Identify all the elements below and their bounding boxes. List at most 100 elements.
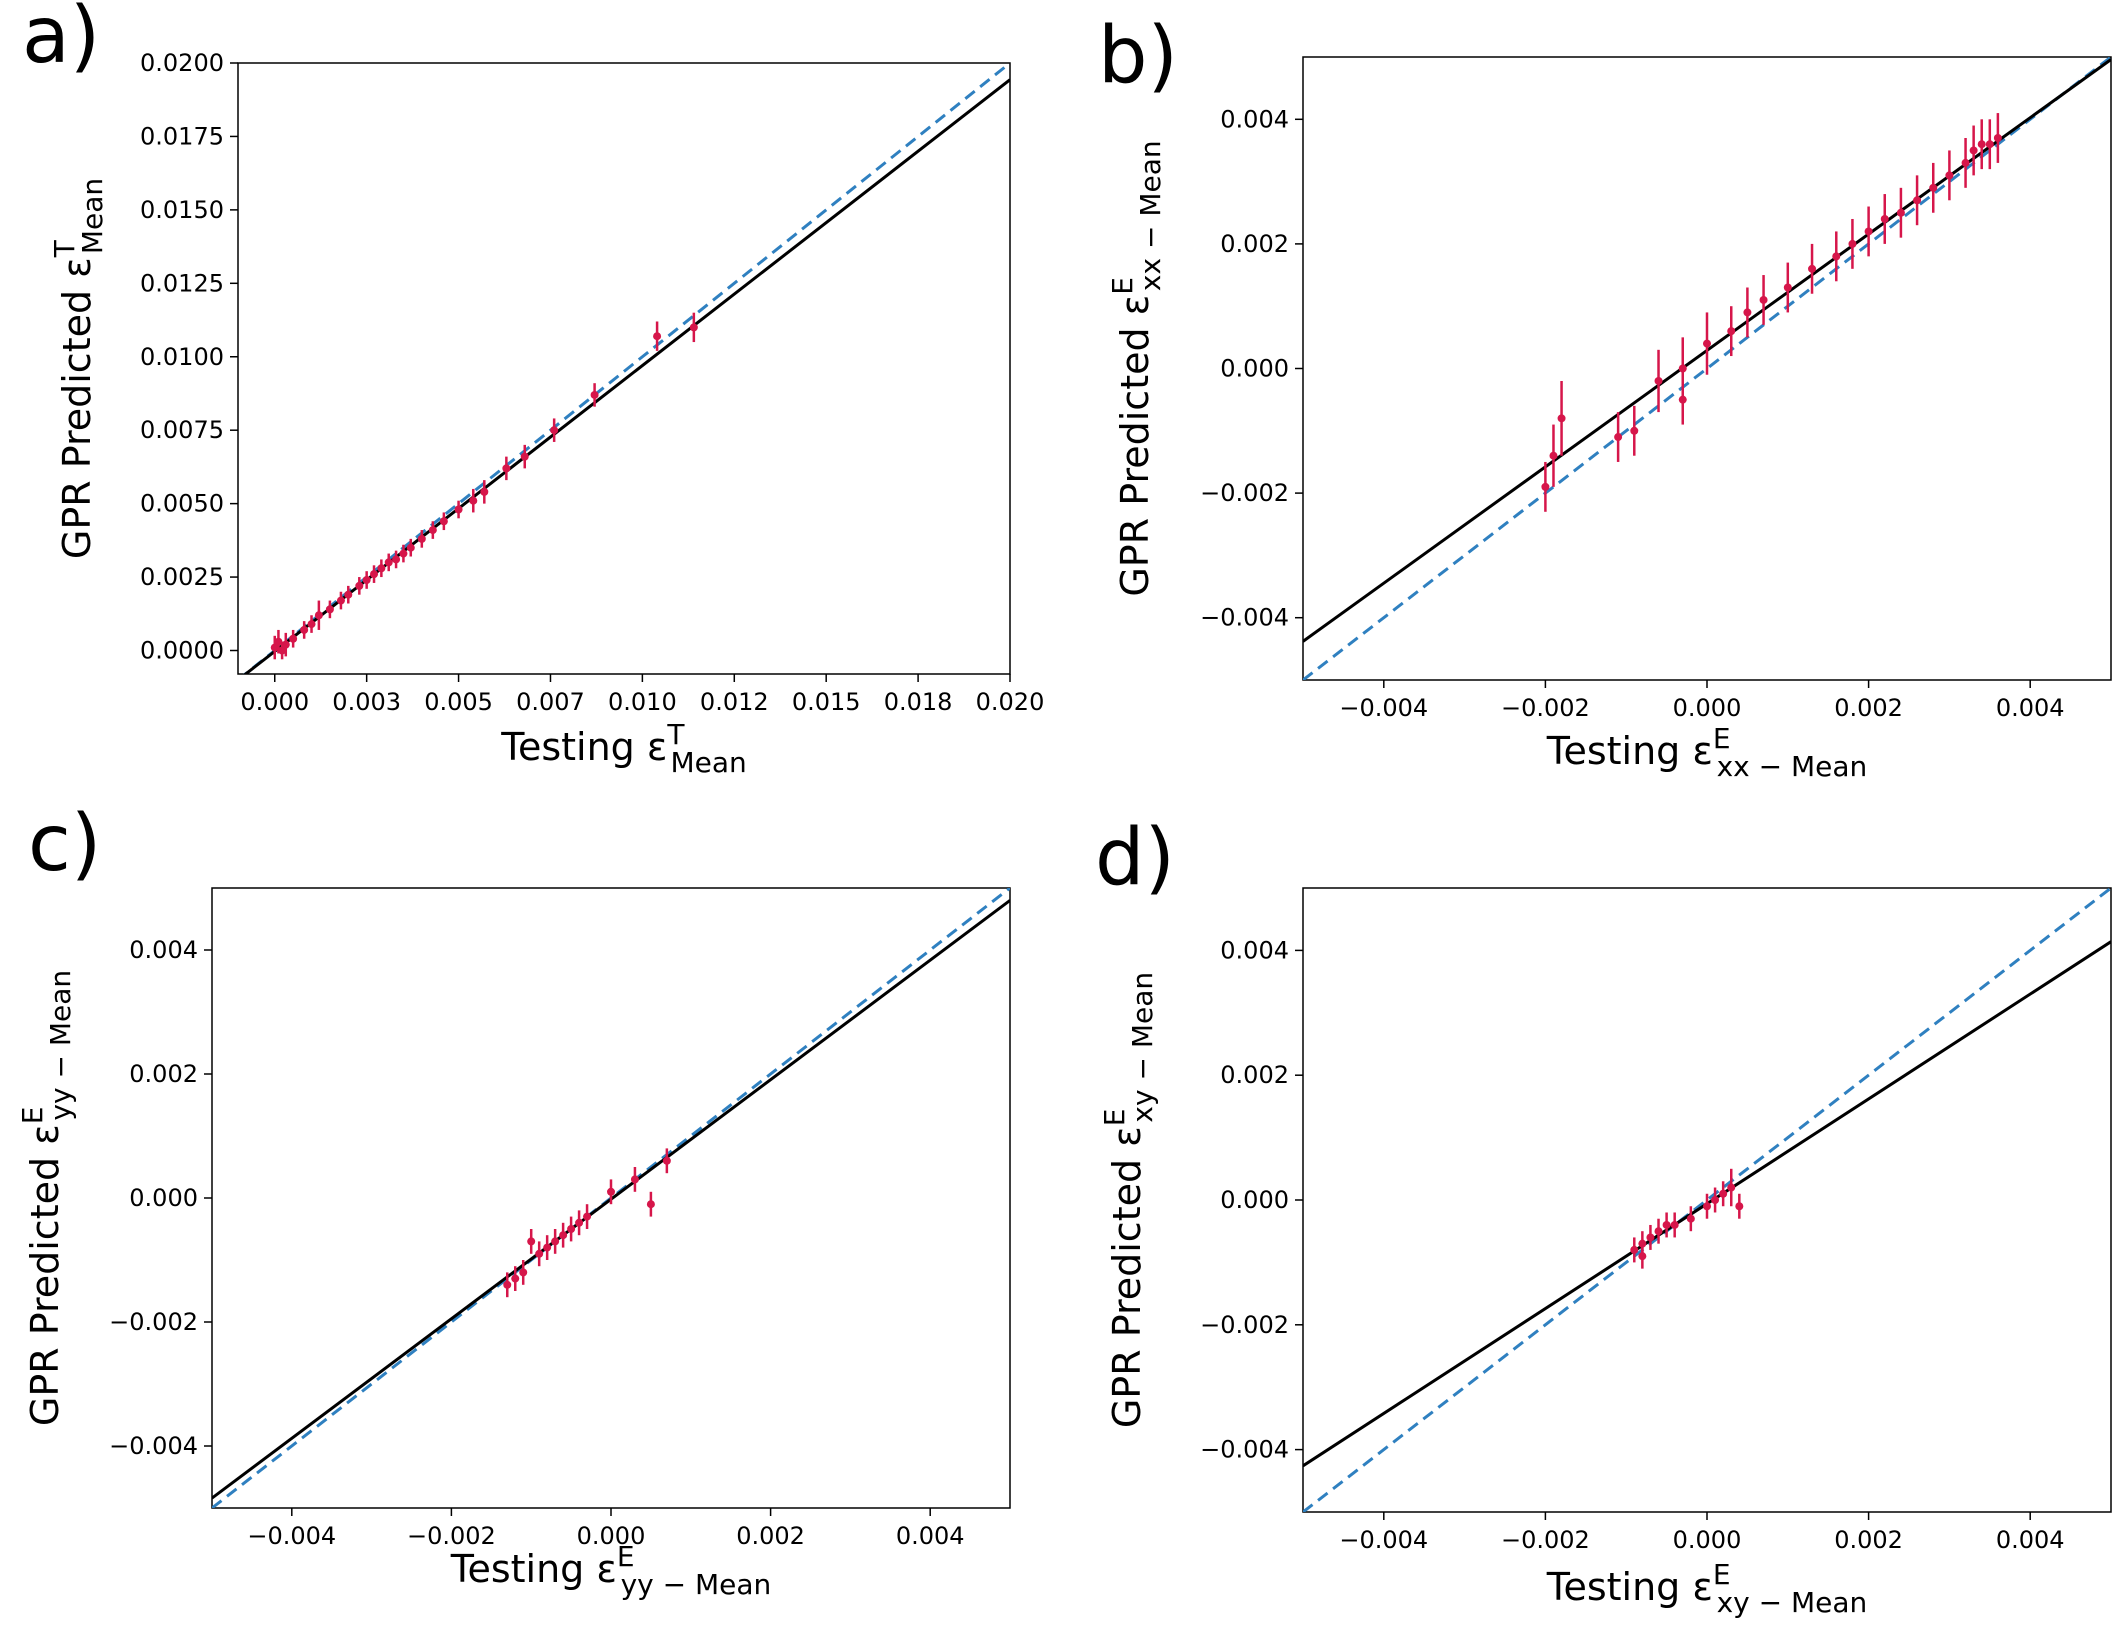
data-point	[384, 558, 393, 567]
data-point	[527, 1237, 536, 1246]
x-tick-label: 0.000	[1673, 1526, 1742, 1554]
data-point	[590, 390, 599, 399]
x-tick-label: 0.002	[1834, 1526, 1903, 1554]
data-point	[630, 1175, 639, 1184]
x-axis-label: Testing εT Mean	[500, 718, 747, 779]
y-axis-label-sup: E	[1098, 1109, 1131, 1127]
data-point	[454, 505, 463, 514]
y-tick-label: 0.0025	[140, 563, 224, 591]
x-tick-label: −0.002	[407, 1522, 496, 1550]
data-point	[1654, 1227, 1663, 1236]
data-point	[1985, 140, 1994, 149]
y-tick-label: 0.004	[1220, 936, 1289, 964]
y-tick-label: 0.0200	[140, 49, 224, 77]
data-point	[417, 534, 426, 543]
x-tick-label: 0.000	[240, 688, 309, 716]
data-point	[1848, 239, 1857, 248]
data-point	[1703, 339, 1711, 348]
y-axis-label-base: GPR Predicted ε	[23, 1124, 67, 1426]
data-point	[274, 637, 283, 646]
data-point	[1735, 1202, 1744, 1211]
y-tick-label: −0.002	[1200, 479, 1289, 507]
y-tick-label: 0.0150	[140, 196, 224, 224]
data-point	[1614, 433, 1623, 442]
data-point	[1977, 140, 1986, 149]
x-tick-label: 0.003	[332, 688, 401, 716]
y-tick-label: −0.004	[109, 1432, 198, 1460]
data-point	[662, 1156, 671, 1165]
data-point	[503, 1280, 512, 1289]
x-tick-label: −0.002	[1501, 1526, 1590, 1554]
y-tick-label: 0.0000	[140, 637, 224, 665]
data-point	[1880, 214, 1889, 223]
x-tick-label: −0.002	[1501, 694, 1590, 722]
data-point	[336, 596, 345, 605]
data-point	[1832, 252, 1841, 261]
x-axis-label-base: Testing ε	[500, 725, 667, 769]
y-axis-label: GPR Predicted εTMean	[48, 178, 109, 559]
y-axis-label-base: GPR Predicted ε	[1105, 1126, 1149, 1428]
data-point	[1670, 1220, 1679, 1229]
y-tick-label: 0.0050	[140, 490, 224, 518]
data-point	[362, 576, 371, 584]
data-point	[480, 487, 489, 496]
x-tick-label: 0.002	[1834, 694, 1903, 722]
data-point	[1557, 414, 1566, 423]
y-tick-label: −0.004	[1200, 1436, 1289, 1464]
data-point	[1913, 196, 1922, 205]
panel-4: −0.004 −0.002 0.000 0.002 0.004 −0.004 −0.002 0…	[1095, 813, 2112, 1619]
panel-2: −0.004 −0.002 0.000 0.002 0.004 −0.004 −0.002 0…	[1098, 11, 2112, 783]
data-point	[1678, 395, 1687, 404]
y-axis-label: GPR Predicted εEyy − Mean	[16, 970, 77, 1426]
x-axis-label: Testing εE yy − Mean	[450, 1540, 772, 1601]
data-point	[1646, 1233, 1655, 1242]
y-tick-label: −0.002	[109, 1308, 198, 1336]
x-axis-label-sub: xy − Mean	[1717, 1586, 1868, 1619]
y-axis-label-sub: yy − Mean	[44, 970, 77, 1121]
x-axis-label-base: Testing ε	[1546, 1565, 1713, 1609]
data-point	[1929, 183, 1938, 192]
x-axis-label: Testing εE xy − Mean	[1546, 1558, 1868, 1619]
data-point	[1638, 1252, 1647, 1261]
x-tick-label: −0.004	[1339, 1526, 1428, 1554]
data-point	[1711, 1196, 1720, 1204]
y-tick-label: 0.0175	[140, 122, 224, 150]
y-tick-label: −0.004	[1200, 604, 1289, 632]
data-point	[1662, 1220, 1671, 1229]
y-tick-label: 0.004	[1220, 105, 1289, 133]
y-tick-label: 0.0075	[140, 416, 224, 444]
y-axis-label-sup: E	[1106, 277, 1139, 295]
data-point	[325, 605, 334, 614]
y-tick-label: 0.0100	[140, 343, 224, 371]
y-axis-label-sub: xx − Mean	[1134, 140, 1167, 291]
y-axis-label-base: GPR Predicted ε	[1113, 295, 1157, 597]
data-point	[469, 496, 478, 505]
parity-line	[242, 63, 1010, 674]
data-point	[1654, 376, 1663, 385]
x-axis-label-sup: E	[1713, 722, 1731, 755]
panel-letter: c)	[28, 799, 101, 889]
data-point	[551, 1237, 560, 1246]
data-point	[406, 543, 415, 552]
data-point	[1969, 146, 1978, 155]
data-point	[1719, 1189, 1728, 1198]
data-point	[314, 611, 323, 620]
panel-3: −0.004 −0.002 0.000 0.002 0.004 −0.004 −0.002 0…	[16, 799, 1011, 1601]
x-tick-label: 0.020	[976, 688, 1045, 716]
data-point	[519, 1268, 528, 1277]
data-point	[1703, 1202, 1711, 1211]
plot-area	[1303, 57, 2111, 680]
x-axis-label-sup: T	[666, 718, 685, 751]
data-point	[355, 581, 364, 590]
data-point	[1630, 1245, 1639, 1254]
data-point	[583, 1212, 592, 1221]
x-tick-label: 0.015	[792, 688, 861, 716]
x-axis-label: Testing εE xx − Mean	[1546, 722, 1868, 783]
x-tick-label: 0.004	[1996, 1526, 2065, 1554]
data-point	[370, 570, 379, 579]
data-point	[399, 549, 408, 558]
data-point	[543, 1243, 552, 1252]
y-tick-label: 0.002	[1220, 230, 1289, 258]
data-point	[270, 643, 279, 652]
data-point	[1808, 264, 1817, 273]
